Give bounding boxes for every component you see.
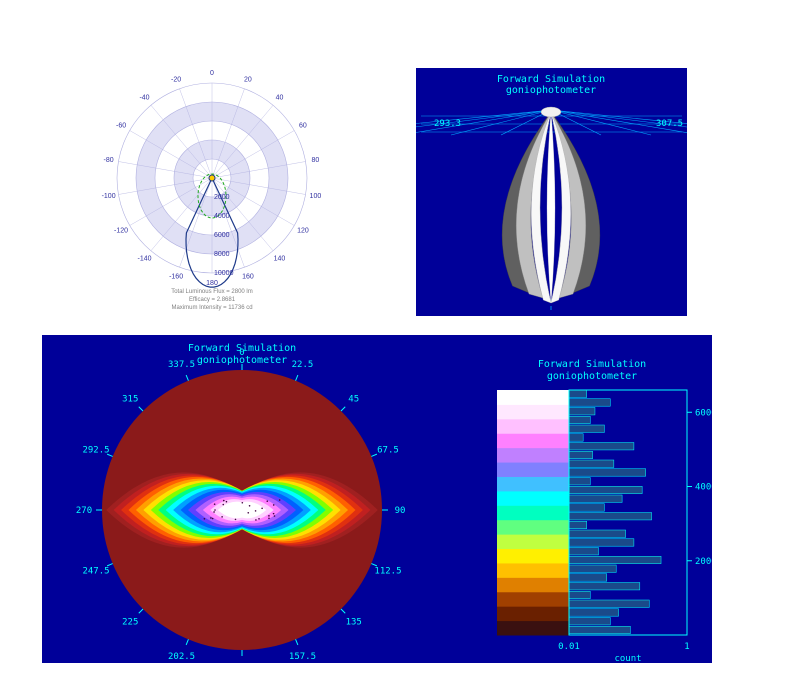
render-svg: Forward Simulationgoniophotometer 293.3 30… xyxy=(416,68,687,316)
svg-text:0.01: 0.01 xyxy=(558,642,580,652)
svg-text:60: 60 xyxy=(299,123,307,130)
svg-text:6000: 6000 xyxy=(214,232,230,239)
svg-text:4000: 4000 xyxy=(214,213,230,220)
svg-text:100: 100 xyxy=(310,193,322,200)
svg-text:8000: 8000 xyxy=(214,251,230,258)
svg-text:2000: 2000 xyxy=(695,557,712,567)
svg-text:count: count xyxy=(614,654,641,663)
svg-text:20: 20 xyxy=(244,76,252,83)
svg-text:4000: 4000 xyxy=(695,483,712,493)
svg-text:0: 0 xyxy=(210,70,214,77)
svg-text:0: 0 xyxy=(239,348,244,358)
polar-heatmap-panel: Forward Simulationgoniophotometer 0 22.5 45… xyxy=(42,335,712,663)
svg-text:337.5: 337.5 xyxy=(168,360,195,370)
svg-text:157.5: 157.5 xyxy=(289,652,316,662)
svg-text:6000: 6000 xyxy=(695,408,712,418)
svg-text:120: 120 xyxy=(297,228,309,235)
svg-text:Forward Simulation: Forward Simulation xyxy=(538,359,646,370)
svg-text:10000: 10000 xyxy=(214,270,234,277)
svg-text:-140: -140 xyxy=(137,255,151,262)
svg-text:247.5: 247.5 xyxy=(82,566,109,576)
svg-text:-120: -120 xyxy=(114,228,128,235)
svg-text:Efficacy = 2.8681: Efficacy = 2.8681 xyxy=(189,297,236,303)
svg-text:270: 270 xyxy=(76,506,92,516)
intensity-3d-render: Forward Simulationgoniophotometer 293.3 30… xyxy=(416,68,687,316)
svg-text:202.5: 202.5 xyxy=(168,652,195,662)
svg-text:Total Luminous Flux = 2800 lm: Total Luminous Flux = 2800 lm xyxy=(171,289,253,295)
svg-text:225: 225 xyxy=(122,618,138,628)
heatmap-svg: Forward Simulationgoniophotometer 0 22.5 45… xyxy=(42,335,712,663)
svg-text:307.5: 307.5 xyxy=(656,119,683,129)
svg-text:-160: -160 xyxy=(169,274,183,281)
svg-text:22.5: 22.5 xyxy=(292,360,314,370)
svg-text:-40: -40 xyxy=(139,95,149,102)
svg-text:Forward Simulation: Forward Simulation xyxy=(497,74,605,85)
svg-text:292.5: 292.5 xyxy=(82,446,109,456)
svg-text:goniophotometer: goniophotometer xyxy=(506,85,596,96)
svg-text:315: 315 xyxy=(122,394,138,404)
svg-text:140: 140 xyxy=(274,255,286,262)
svg-text:135: 135 xyxy=(346,618,362,628)
polar-svg: 020406080100120140160180-160-140-120-100… xyxy=(75,68,350,322)
svg-text:67.5: 67.5 xyxy=(377,446,399,456)
svg-text:1: 1 xyxy=(684,642,689,652)
svg-text:112.5: 112.5 xyxy=(374,566,401,576)
svg-text:40: 40 xyxy=(276,95,284,102)
svg-text:-80: -80 xyxy=(104,157,114,164)
svg-text:90: 90 xyxy=(395,506,406,516)
svg-text:45: 45 xyxy=(348,394,359,404)
svg-text:2000: 2000 xyxy=(214,194,230,201)
svg-text:-20: -20 xyxy=(171,76,181,83)
svg-text:-100: -100 xyxy=(102,193,116,200)
svg-text:goniophotometer: goniophotometer xyxy=(547,371,637,382)
svg-text:160: 160 xyxy=(242,274,254,281)
polar-intensity-chart: 020406080100120140160180-160-140-120-100… xyxy=(75,68,350,322)
svg-text:293.3: 293.3 xyxy=(434,119,461,129)
svg-text:-60: -60 xyxy=(116,123,126,130)
svg-text:80: 80 xyxy=(312,157,320,164)
svg-text:Maximum Intensity = 11736 cd: Maximum Intensity = 11736 cd xyxy=(171,305,252,311)
